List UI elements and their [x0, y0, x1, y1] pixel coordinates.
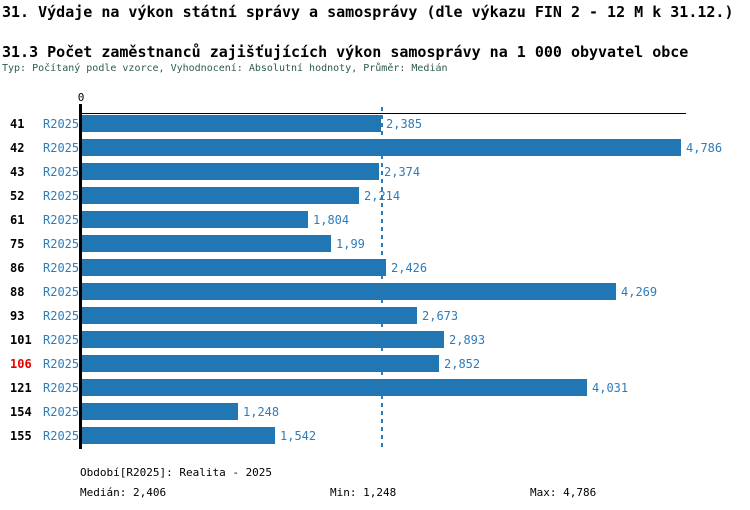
bar-value-label: 4,031: [592, 381, 629, 395]
bar-value-label: 1,99: [336, 237, 365, 251]
row-id-label: 121: [10, 381, 32, 395]
row-id-label: 106: [10, 357, 32, 371]
row-id-label: 101: [10, 333, 32, 347]
bar-value-label: 2,893: [449, 333, 486, 347]
row-id-label: 52: [10, 189, 25, 203]
bar[interactable]: [82, 307, 417, 324]
footer-min: Min: 1,248: [330, 486, 397, 499]
bar-value-label: 4,269: [621, 285, 658, 299]
row-series-label: R2025: [43, 189, 80, 203]
bar-value-label: 2,385: [386, 117, 423, 131]
bar[interactable]: [82, 283, 616, 300]
y-axis-line: [79, 104, 82, 449]
row-id-label: 41: [10, 117, 25, 131]
row-series-label: R2025: [43, 405, 80, 419]
row-series-label: R2025: [43, 429, 80, 443]
footer-period: Období[R2025]: Realita - 2025: [80, 466, 273, 479]
row-series-label: R2025: [43, 141, 80, 155]
row-series-label: R2025: [43, 213, 80, 227]
row-series-label: R2025: [43, 285, 80, 299]
bar[interactable]: [82, 403, 238, 420]
bar[interactable]: [82, 163, 379, 180]
bar[interactable]: [82, 115, 381, 132]
bar[interactable]: [82, 211, 308, 228]
page-title: 31. Výdaje na výkon státní správy a samo…: [2, 3, 734, 21]
row-series-label: R2025: [43, 309, 80, 323]
row-series-label: R2025: [43, 381, 80, 395]
bar-value-label: 1,248: [243, 405, 280, 419]
row-series-label: R2025: [43, 165, 80, 179]
chart-subtitle: 31.3 Počet zaměstnanců zajišťujících výk…: [2, 43, 689, 61]
bar[interactable]: [82, 259, 386, 276]
bar[interactable]: [82, 331, 444, 348]
row-id-label: 155: [10, 429, 32, 443]
bar-value-label: 2,426: [391, 261, 428, 275]
bar[interactable]: [82, 139, 681, 156]
row-id-label: 43: [10, 165, 25, 179]
row-id-label: 154: [10, 405, 32, 419]
row-series-label: R2025: [43, 333, 80, 347]
row-series-label: R2025: [43, 237, 80, 251]
bar-value-label: 1,542: [280, 429, 317, 443]
bar[interactable]: [82, 427, 275, 444]
bar[interactable]: [82, 379, 587, 396]
x-axis-zero-tick-label: 0: [77, 91, 85, 104]
bar-value-label: 2,673: [422, 309, 459, 323]
bar-value-label: 2,852: [444, 357, 481, 371]
median-reference-line: [381, 107, 383, 447]
bar-value-label: 4,786: [686, 141, 723, 155]
chart-meta-line: Typ: Počítaný podle vzorce, Vyhodnocení:…: [2, 63, 448, 74]
footer-median: Medián: 2,406: [80, 486, 167, 499]
row-id-label: 75: [10, 237, 25, 251]
bar-value-label: 2,214: [364, 189, 401, 203]
bar[interactable]: [82, 235, 331, 252]
plot-top-border: [81, 113, 686, 114]
bar[interactable]: [82, 187, 359, 204]
row-series-label: R2025: [43, 261, 80, 275]
row-id-label: 42: [10, 141, 25, 155]
row-series-label: R2025: [43, 117, 80, 131]
row-id-label: 93: [10, 309, 25, 323]
row-id-label: 86: [10, 261, 25, 275]
bar-value-label: 1,804: [313, 213, 350, 227]
bar[interactable]: [82, 355, 439, 372]
row-id-label: 61: [10, 213, 25, 227]
row-id-label: 88: [10, 285, 25, 299]
bar-value-label: 2,374: [384, 165, 421, 179]
row-series-label: R2025: [43, 357, 80, 371]
footer-max: Max: 4,786: [530, 486, 597, 499]
